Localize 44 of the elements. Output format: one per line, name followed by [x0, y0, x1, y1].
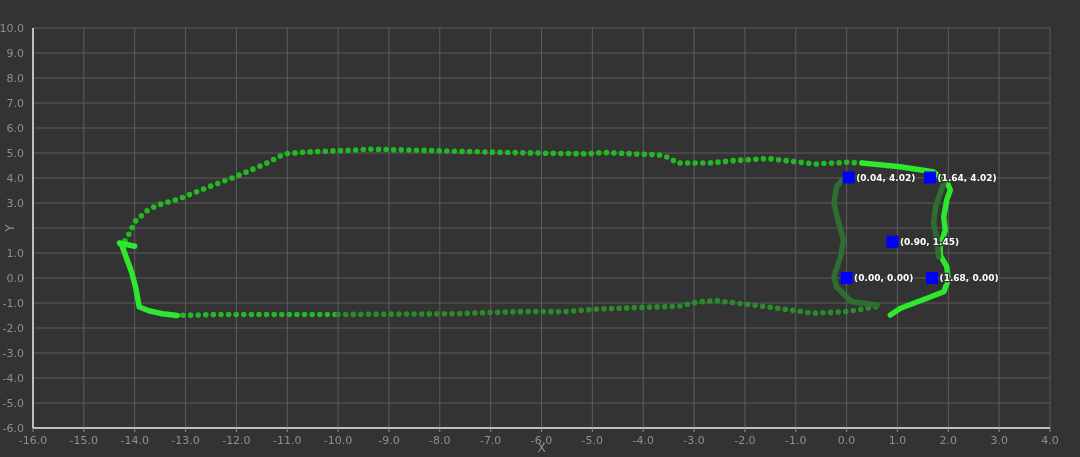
y-tick-label: 4.0 — [6, 171, 24, 185]
point — [926, 272, 939, 284]
x-tick-label: 1.0 — [888, 433, 907, 447]
x-tick-label: 3.0 — [990, 433, 1008, 447]
x-tick-label: -10.0 — [323, 433, 353, 447]
x-tick-label: -16.0 — [18, 433, 48, 447]
x-tick-label: -12.0 — [222, 433, 251, 447]
x-tick-label: -2.0 — [734, 433, 756, 447]
point — [840, 272, 853, 284]
y-tick-label: -4.0 — [2, 371, 24, 385]
y-tick-label: 3.0 — [6, 196, 24, 210]
y-tick-label: 1.0 — [6, 246, 24, 260]
data-label: (0.04, 4.02) — [856, 172, 916, 183]
y-tick-label: -5.0 — [2, 396, 24, 410]
y-tick-label: 6.0 — [6, 121, 24, 135]
x-tick-label: -9.0 — [378, 433, 400, 447]
x-tick-label: -1.0 — [785, 433, 807, 447]
y-tick-label: -1.0 — [2, 296, 24, 310]
x-tick-label: -4.0 — [632, 433, 654, 447]
x-tick-label: -5.0 — [581, 433, 604, 447]
x-tick-label: -8.0 — [429, 433, 451, 447]
y-tick-label: 5.0 — [6, 146, 24, 160]
y-tick-label: 7.0 — [6, 96, 24, 110]
y-tick-label: -3.0 — [2, 346, 24, 360]
y-axis-title: Y — [3, 223, 17, 234]
x-tick-label: -7.0 — [479, 433, 502, 447]
x-tick-label: -3.0 — [683, 433, 705, 447]
x-tick-label: -11.0 — [273, 433, 302, 447]
data-label: (0.00, 0.00) — [854, 273, 914, 284]
y-tick-label: 0.0 — [6, 271, 24, 285]
x-tick-label: 2.0 — [939, 433, 958, 447]
y-tick-label: 8.0 — [6, 71, 24, 85]
x-tick-label: -15.0 — [69, 433, 99, 447]
x-tick-label: 0.0 — [837, 433, 856, 447]
x-tick-label: -13.0 — [171, 433, 200, 447]
x-tick-label: 4.0 — [1041, 433, 1059, 447]
point — [842, 171, 855, 184]
point — [923, 171, 936, 184]
point — [886, 235, 899, 248]
x-tick-label: -14.0 — [120, 433, 149, 447]
y-tick-label: 9.0 — [6, 46, 24, 60]
y-tick-label: -2.0 — [2, 321, 24, 335]
y-tick-label: -6.0 — [2, 421, 24, 435]
y-tick-label: 10.0 — [0, 21, 24, 35]
